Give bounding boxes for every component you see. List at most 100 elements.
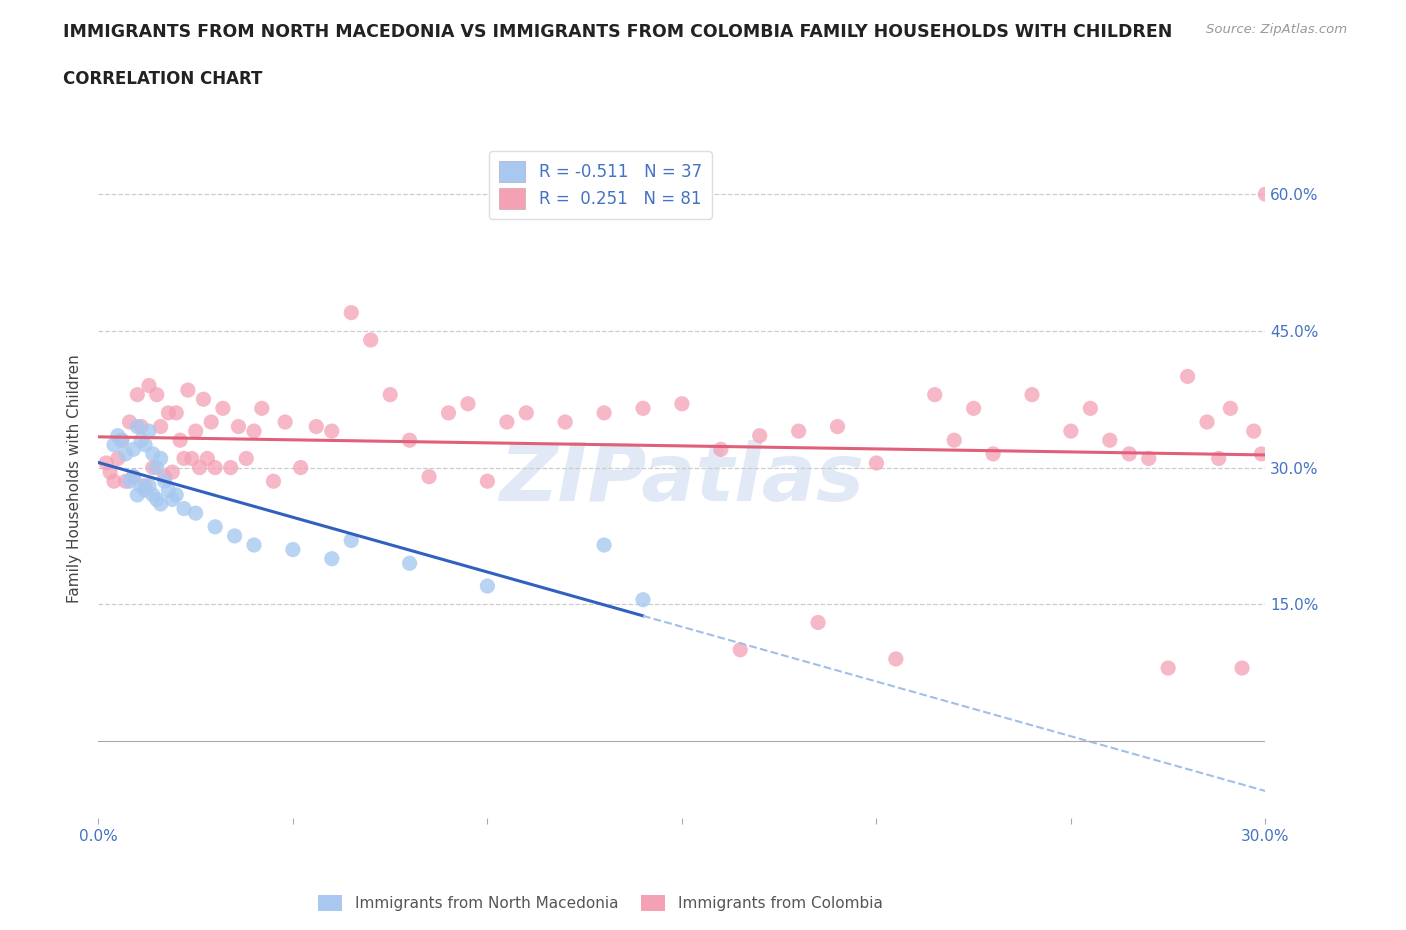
- Point: [142, 446, 165, 461]
- Point: [146, 460, 169, 475]
- Point: [111, 432, 134, 447]
- Point: [250, 401, 273, 416]
- Point: [263, 473, 285, 488]
- Point: [305, 419, 328, 434]
- Point: [146, 387, 169, 402]
- Point: [204, 460, 226, 475]
- Point: [1098, 432, 1121, 447]
- Point: [243, 538, 266, 552]
- Point: [477, 473, 499, 488]
- Point: [103, 437, 125, 452]
- Point: [274, 415, 297, 430]
- Point: [281, 542, 304, 557]
- Point: [1219, 401, 1241, 416]
- Point: [162, 492, 184, 507]
- Point: [963, 401, 986, 416]
- Point: [1195, 415, 1218, 430]
- Point: [134, 483, 156, 498]
- Point: [118, 473, 141, 488]
- Point: [165, 487, 187, 502]
- Point: [457, 396, 479, 411]
- Point: [224, 528, 246, 543]
- Point: [157, 483, 180, 498]
- Point: [1243, 424, 1265, 439]
- Y-axis label: Family Households with Children: Family Households with Children: [67, 354, 83, 604]
- Point: [193, 392, 215, 406]
- Point: [134, 437, 156, 452]
- Point: [787, 424, 810, 439]
- Point: [184, 506, 207, 521]
- Point: [924, 387, 946, 402]
- Text: ZIPatlas: ZIPatlas: [499, 440, 865, 518]
- Point: [107, 428, 129, 443]
- Point: [153, 470, 176, 485]
- Point: [129, 419, 152, 434]
- Point: [127, 419, 149, 434]
- Point: [134, 478, 156, 493]
- Point: [173, 451, 195, 466]
- Point: [188, 460, 211, 475]
- Point: [496, 415, 519, 430]
- Point: [129, 478, 152, 493]
- Point: [730, 643, 752, 658]
- Point: [748, 428, 770, 443]
- Point: [321, 424, 343, 439]
- Point: [153, 473, 176, 488]
- Point: [554, 415, 576, 430]
- Point: [631, 401, 654, 416]
- Point: [122, 470, 145, 485]
- Point: [437, 405, 460, 420]
- Point: [593, 405, 616, 420]
- Text: IMMIGRANTS FROM NORTH MACEDONIA VS IMMIGRANTS FROM COLOMBIA FAMILY HOUSEHOLDS WI: IMMIGRANTS FROM NORTH MACEDONIA VS IMMIG…: [63, 23, 1173, 41]
- Point: [103, 473, 125, 488]
- Text: Source: ZipAtlas.com: Source: ZipAtlas.com: [1206, 23, 1347, 36]
- Point: [1208, 451, 1230, 466]
- Point: [1230, 660, 1253, 675]
- Point: [235, 451, 257, 466]
- Point: [340, 533, 363, 548]
- Point: [127, 387, 149, 402]
- Legend: Immigrants from North Macedonia, Immigrants from Colombia: Immigrants from North Macedonia, Immigra…: [311, 887, 890, 919]
- Point: [149, 497, 172, 512]
- Point: [162, 465, 184, 480]
- Point: [122, 442, 145, 457]
- Point: [165, 405, 187, 420]
- Point: [290, 460, 312, 475]
- Point: [943, 432, 966, 447]
- Point: [827, 419, 849, 434]
- Point: [398, 432, 420, 447]
- Point: [114, 473, 136, 488]
- Point: [96, 456, 118, 471]
- Point: [884, 652, 907, 667]
- Point: [149, 451, 172, 466]
- Point: [360, 333, 382, 348]
- Point: [631, 592, 654, 607]
- Point: [1137, 451, 1160, 466]
- Point: [1118, 446, 1140, 461]
- Point: [157, 405, 180, 420]
- Point: [807, 615, 830, 630]
- Point: [477, 578, 499, 593]
- Point: [200, 415, 222, 430]
- Point: [340, 305, 363, 320]
- Point: [204, 519, 226, 534]
- Point: [195, 451, 218, 466]
- Point: [114, 446, 136, 461]
- Point: [981, 446, 1004, 461]
- Point: [111, 432, 134, 447]
- Point: [173, 501, 195, 516]
- Point: [219, 460, 242, 475]
- Point: [865, 456, 887, 471]
- Point: [1250, 446, 1272, 461]
- Point: [138, 424, 160, 439]
- Point: [184, 424, 207, 439]
- Point: [321, 551, 343, 566]
- Point: [418, 470, 440, 485]
- Point: [142, 487, 165, 502]
- Point: [380, 387, 402, 402]
- Point: [710, 442, 733, 457]
- Point: [129, 432, 152, 447]
- Point: [398, 556, 420, 571]
- Text: CORRELATION CHART: CORRELATION CHART: [63, 70, 263, 87]
- Point: [1254, 187, 1277, 202]
